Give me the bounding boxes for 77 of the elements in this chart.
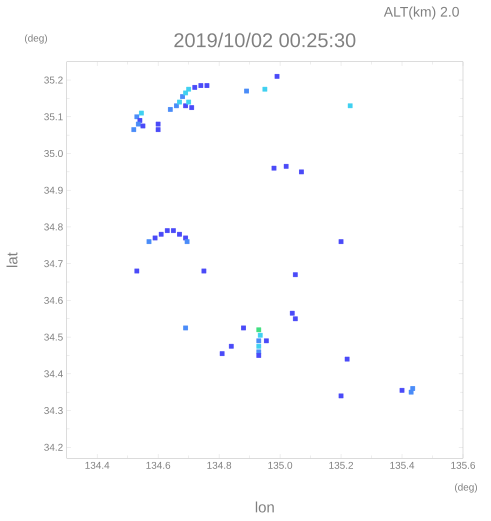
point bbox=[410, 386, 416, 391]
point bbox=[180, 94, 185, 99]
point bbox=[177, 100, 182, 104]
point bbox=[241, 326, 246, 330]
point bbox=[256, 344, 262, 349]
point bbox=[186, 100, 192, 104]
point bbox=[156, 122, 161, 127]
point bbox=[136, 122, 141, 127]
point bbox=[274, 74, 280, 79]
point bbox=[134, 268, 140, 274]
text: (deg) bbox=[454, 483, 478, 493]
point bbox=[272, 166, 276, 171]
point bbox=[158, 232, 164, 237]
point bbox=[284, 164, 289, 169]
point bbox=[183, 326, 188, 330]
point bbox=[400, 388, 404, 393]
point bbox=[338, 393, 344, 398]
point bbox=[290, 310, 295, 316]
x-axis-title: lon bbox=[256, 502, 274, 512]
point bbox=[138, 110, 144, 116]
x-tick-label: 134.6 bbox=[146, 462, 170, 469]
point bbox=[256, 327, 262, 332]
point bbox=[170, 228, 176, 234]
point bbox=[256, 353, 262, 358]
point bbox=[152, 236, 158, 240]
point bbox=[183, 103, 188, 108]
x-tick-label: 135.6 bbox=[451, 462, 476, 469]
y-tick-label: 34.3 bbox=[44, 407, 63, 414]
point bbox=[156, 127, 161, 132]
x-tick-label: 135.0 bbox=[268, 462, 292, 469]
point bbox=[189, 105, 194, 110]
x-tick-label: 134.4 bbox=[85, 462, 110, 469]
point bbox=[183, 90, 188, 96]
point bbox=[258, 332, 263, 338]
point bbox=[344, 356, 350, 362]
point bbox=[338, 239, 344, 244]
point bbox=[264, 338, 269, 344]
point bbox=[228, 344, 234, 349]
point bbox=[186, 86, 192, 92]
point bbox=[140, 124, 146, 128]
x-tick-label: 135.4 bbox=[390, 462, 414, 469]
y-tick-label: 34.4 bbox=[44, 370, 63, 378]
y-tick-label: 34.5 bbox=[44, 334, 63, 341]
point bbox=[201, 268, 206, 274]
point bbox=[198, 83, 204, 88]
y-tick-label: 34.7 bbox=[44, 260, 63, 268]
point bbox=[292, 272, 298, 278]
y-tick-label: 35.1 bbox=[44, 113, 63, 120]
x-tick-label: 135.2 bbox=[329, 462, 354, 469]
y-tick-label: 35.0 bbox=[44, 150, 63, 158]
point bbox=[131, 127, 136, 132]
point bbox=[177, 232, 182, 237]
point bbox=[262, 86, 268, 92]
point bbox=[292, 316, 298, 322]
point bbox=[256, 338, 262, 344]
point bbox=[164, 228, 170, 234]
point bbox=[146, 239, 152, 244]
point bbox=[134, 114, 140, 120]
point bbox=[348, 103, 353, 108]
point bbox=[192, 85, 198, 90]
y-tick-label: 35.2 bbox=[44, 76, 63, 84]
text: (deg) bbox=[24, 34, 48, 44]
point bbox=[244, 88, 249, 94]
point bbox=[220, 351, 225, 356]
y-tick-label: 34.6 bbox=[44, 296, 63, 304]
chart-title: 2019/10/02 00:25:30 bbox=[174, 32, 356, 48]
y-tick-label: 34.2 bbox=[44, 444, 63, 451]
chart-subtitle: ALT(km) 2.0 bbox=[384, 6, 459, 20]
point bbox=[168, 107, 173, 112]
point bbox=[184, 239, 190, 244]
point bbox=[204, 83, 210, 88]
y-axis-title: lat bbox=[6, 252, 18, 267]
x-tick-label: 134.8 bbox=[207, 462, 232, 469]
y-tick-label: 34.9 bbox=[44, 186, 63, 194]
point bbox=[299, 169, 304, 174]
point bbox=[174, 103, 179, 108]
y-tick-label: 34.8 bbox=[44, 223, 63, 230]
